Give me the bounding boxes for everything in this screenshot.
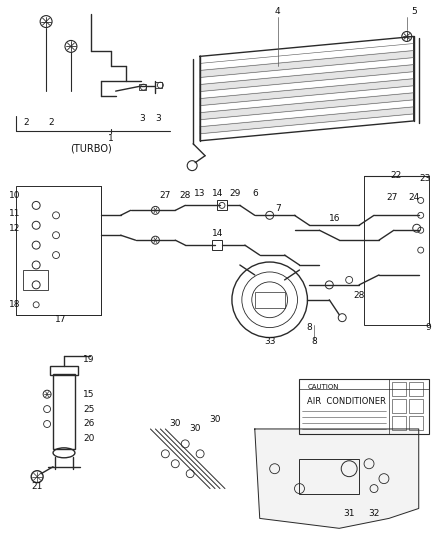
Text: CAUTION: CAUTION xyxy=(307,384,339,390)
Bar xyxy=(155,82,162,88)
Text: 13: 13 xyxy=(194,189,206,198)
Polygon shape xyxy=(200,93,414,119)
Bar xyxy=(255,292,285,308)
Text: 3: 3 xyxy=(155,115,161,124)
Polygon shape xyxy=(200,107,414,134)
Bar xyxy=(50,366,78,375)
Polygon shape xyxy=(255,429,419,528)
Bar xyxy=(300,379,429,434)
Text: 33: 33 xyxy=(264,337,276,346)
Text: 28: 28 xyxy=(180,191,191,200)
Text: 16: 16 xyxy=(328,214,340,223)
Text: 8: 8 xyxy=(311,337,317,346)
Bar xyxy=(364,175,429,325)
Polygon shape xyxy=(200,64,414,92)
Text: 29: 29 xyxy=(229,189,240,198)
Text: 27: 27 xyxy=(386,193,398,202)
Text: 2: 2 xyxy=(48,118,54,127)
Text: 24: 24 xyxy=(408,193,419,202)
Bar xyxy=(392,382,406,396)
Bar xyxy=(53,374,75,449)
Text: 19: 19 xyxy=(83,355,94,364)
Text: 30: 30 xyxy=(170,419,181,429)
Text: 14: 14 xyxy=(212,229,224,238)
Text: 23: 23 xyxy=(419,174,431,183)
Bar xyxy=(392,416,406,430)
Text: 7: 7 xyxy=(275,204,280,213)
Bar xyxy=(138,84,146,90)
Text: AIR  CONDITIONER: AIR CONDITIONER xyxy=(307,397,386,406)
Text: 32: 32 xyxy=(368,509,380,518)
Bar xyxy=(212,240,222,250)
Text: 20: 20 xyxy=(83,434,94,443)
Bar xyxy=(409,416,423,430)
Text: 3: 3 xyxy=(140,115,145,124)
Text: 18: 18 xyxy=(9,300,21,309)
Text: 10: 10 xyxy=(9,191,21,200)
Text: 5: 5 xyxy=(411,7,417,16)
Text: 25: 25 xyxy=(83,405,94,414)
Text: 12: 12 xyxy=(9,224,21,233)
Text: 30: 30 xyxy=(189,424,201,433)
Text: 22: 22 xyxy=(390,171,402,180)
Text: 30: 30 xyxy=(209,415,221,424)
Bar xyxy=(16,185,101,314)
Text: 17: 17 xyxy=(55,315,67,324)
Text: 21: 21 xyxy=(32,482,43,491)
Text: 11: 11 xyxy=(9,209,21,218)
Bar xyxy=(217,200,227,211)
Text: 14: 14 xyxy=(212,189,224,198)
Bar xyxy=(23,270,48,290)
Text: 31: 31 xyxy=(343,509,355,518)
Text: 9: 9 xyxy=(425,323,431,332)
Bar xyxy=(392,399,406,413)
Text: 28: 28 xyxy=(353,292,365,300)
Text: 15: 15 xyxy=(83,390,94,399)
Polygon shape xyxy=(200,51,414,77)
Text: 6: 6 xyxy=(252,189,258,198)
Text: 2: 2 xyxy=(23,118,29,127)
Text: 26: 26 xyxy=(83,419,94,429)
Text: 27: 27 xyxy=(160,191,171,200)
Bar xyxy=(409,382,423,396)
Text: (TURBO): (TURBO) xyxy=(70,144,112,154)
Bar xyxy=(409,399,423,413)
Bar xyxy=(300,459,359,494)
Polygon shape xyxy=(200,79,414,106)
Text: 4: 4 xyxy=(275,7,280,16)
Text: 8: 8 xyxy=(307,323,312,332)
Text: 1: 1 xyxy=(108,134,113,143)
